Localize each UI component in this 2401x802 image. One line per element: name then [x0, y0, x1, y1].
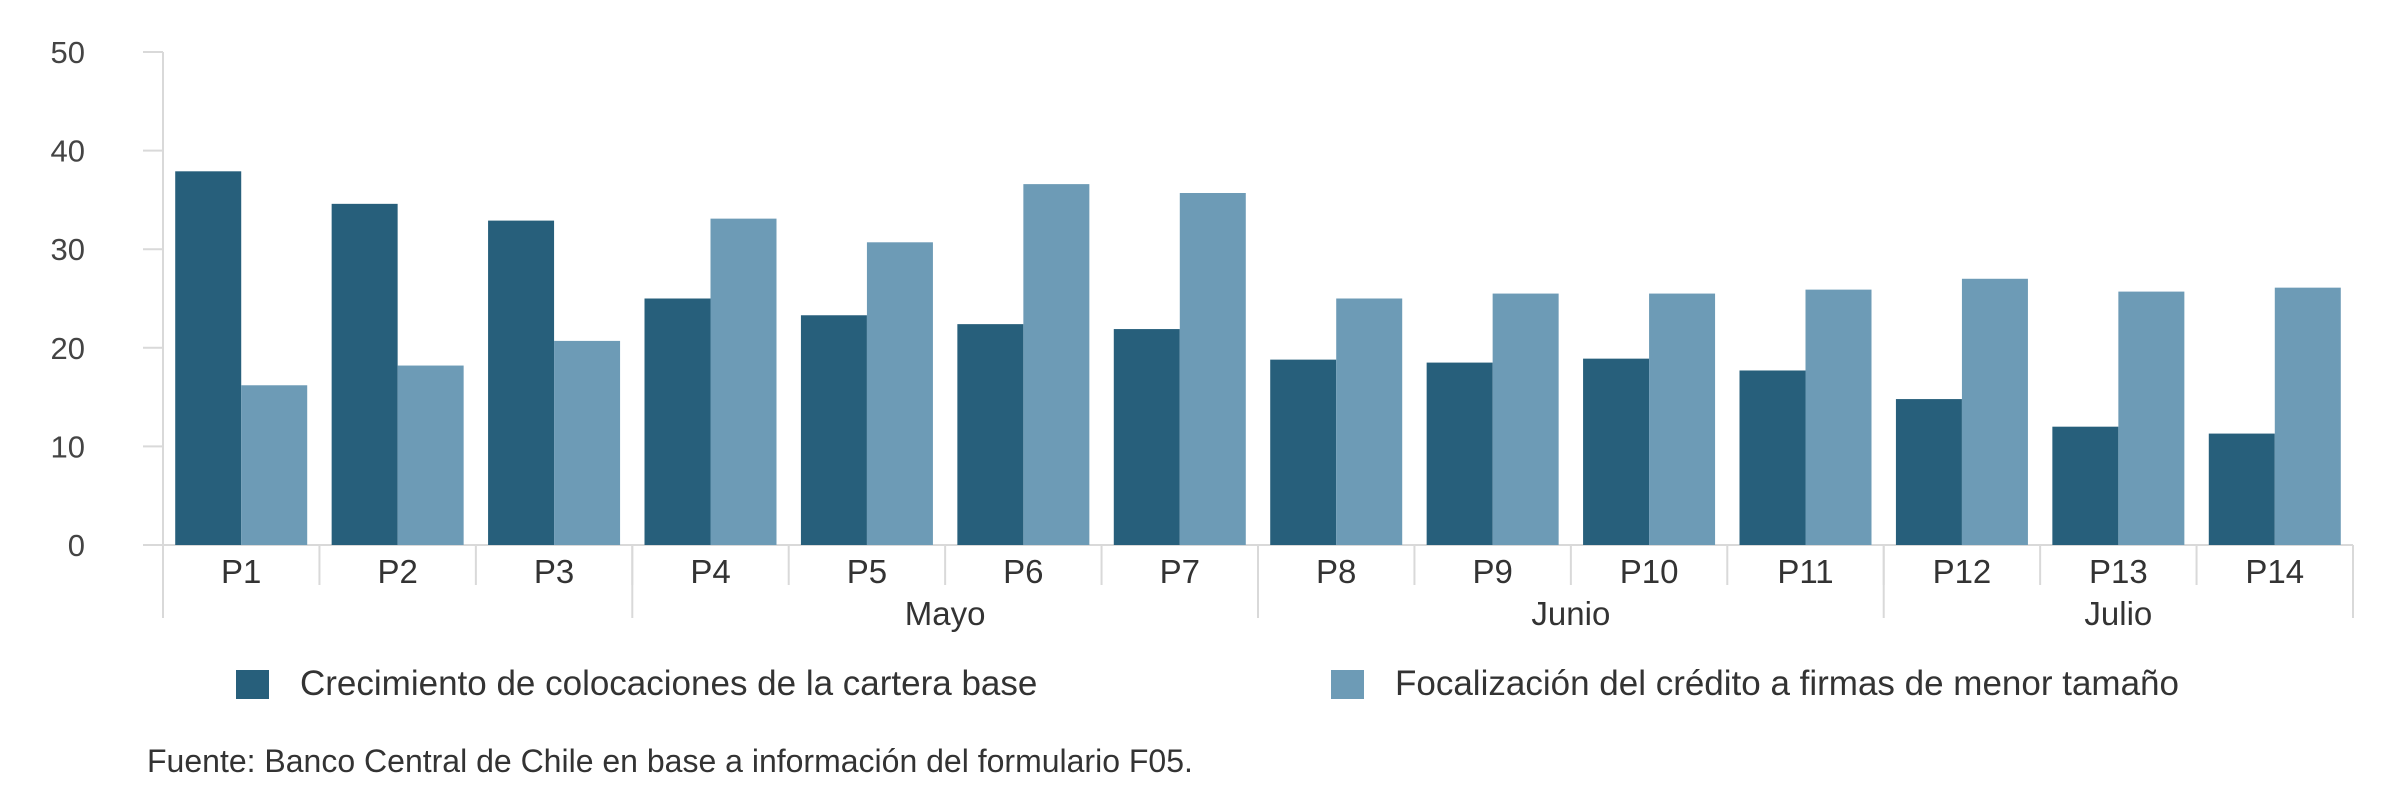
bar-series-1-P11 — [1739, 370, 1806, 545]
bar-series-2-P13 — [2118, 291, 2185, 545]
x-tick-label: P7 — [1160, 553, 1200, 590]
x-tick-label: P3 — [534, 553, 574, 590]
bar-series-1-P13 — [2052, 426, 2119, 545]
group-label: Mayo — [905, 595, 986, 632]
legend-swatch-series-2 — [1331, 669, 1364, 699]
bar-series-1-P9 — [1426, 362, 1493, 545]
bar-series-1-P14 — [2208, 433, 2275, 545]
bar-series-2-P12 — [1961, 278, 2028, 545]
x-tick-label: P9 — [1472, 553, 1512, 590]
bar-series-1-P2 — [331, 203, 398, 545]
bar-chart: 0 10 20 30 40 50 P1 P2 P3 P4 P5 P6 P7 P8 P9 P10 P11 P12 P1… — [51, 35, 2354, 632]
bar-series-1-P7 — [1113, 329, 1180, 545]
x-tick-label: P12 — [1933, 553, 1992, 590]
x-tick-label: P14 — [2245, 553, 2304, 590]
x-tick-label: P4 — [690, 553, 730, 590]
legend-label-series-1: Crecimiento de colocaciones de la carter… — [300, 664, 1038, 703]
bar-series-2-P4 — [710, 218, 777, 545]
bar-series-1-P12 — [1895, 399, 1962, 545]
bar-series-2-P10 — [1649, 293, 1716, 545]
legend-item-series-2: Focalización del crédito a firmas de men… — [1331, 664, 2179, 704]
bar-series-1-P6 — [957, 324, 1024, 545]
legend-item-series-1: Crecimiento de colocaciones de la carter… — [236, 664, 1037, 704]
bar-series-2-P3 — [554, 340, 621, 545]
bar-series-2-P14 — [2274, 287, 2341, 545]
source-note: Fuente: Banco Central de Chile en base a… — [147, 743, 1193, 779]
x-tick-label: P11 — [1777, 553, 1833, 590]
y-tick-label: 0 — [68, 528, 85, 563]
bar-series-2-P1 — [241, 385, 308, 545]
bar-series-2-P11 — [1805, 289, 1872, 545]
bar-series-1-P10 — [1583, 358, 1650, 545]
bar-series-1-P1 — [175, 171, 242, 545]
group-label: Junio — [1531, 595, 1610, 632]
bar-series-2-P7 — [1179, 192, 1246, 546]
bar-series-2-P2 — [397, 365, 464, 545]
x-tick-label: P2 — [377, 553, 417, 590]
bar-series-1-P8 — [1270, 359, 1337, 545]
bar-series-1-P5 — [800, 315, 867, 545]
x-tick-label: P8 — [1316, 553, 1356, 590]
x-tick-label: P10 — [1620, 553, 1679, 590]
group-label: Julio — [2084, 595, 2152, 632]
y-tick-label: 30 — [51, 232, 85, 267]
x-tick-label: P6 — [1003, 553, 1043, 590]
bar-series-2-P5 — [866, 242, 933, 545]
x-tick-label: P13 — [2089, 553, 2148, 590]
bar-series-1-P3 — [488, 220, 555, 545]
legend-label-series-2: Focalización del crédito a firmas de men… — [1395, 664, 2179, 703]
x-tick-label: P5 — [847, 553, 887, 590]
bar-series-2-P9 — [1492, 293, 1559, 545]
legend-swatch-series-1 — [236, 669, 269, 699]
y-tick-label: 10 — [51, 429, 85, 464]
bar-series-2-P8 — [1336, 298, 1403, 545]
y-tick-label: 50 — [51, 35, 85, 70]
x-tick-label: P1 — [221, 553, 261, 590]
y-tick-label: 20 — [51, 331, 85, 366]
bar-series-1-P4 — [644, 298, 711, 545]
y-tick-label: 40 — [51, 134, 85, 169]
legend: Crecimiento de colocaciones de la carter… — [0, 664, 2401, 714]
bar-series-2-P6 — [1023, 184, 1090, 545]
